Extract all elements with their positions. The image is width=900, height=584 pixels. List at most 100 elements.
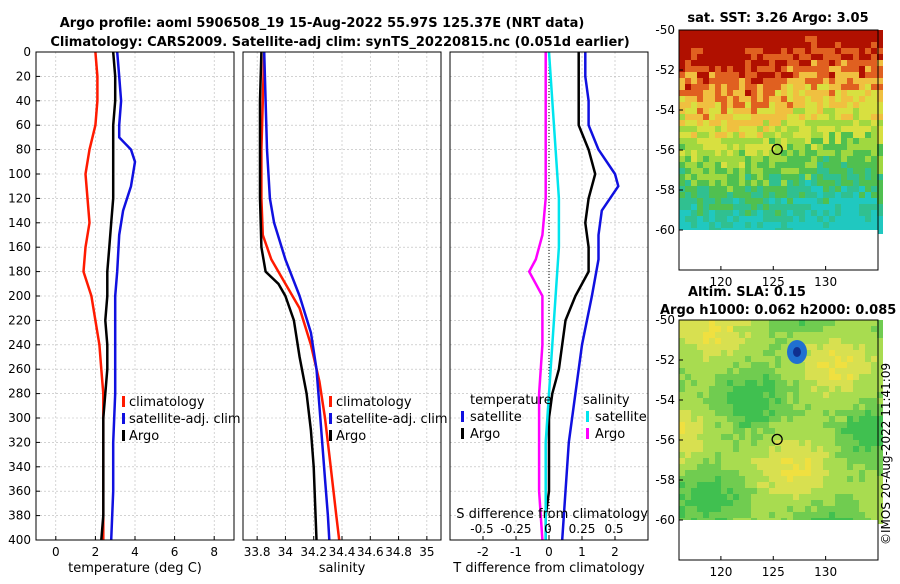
map-cell (709, 350, 715, 356)
map-cell (721, 494, 727, 500)
map-cell (793, 108, 799, 114)
map-cell (697, 356, 703, 362)
map-cell (685, 138, 691, 144)
map-cell (721, 440, 727, 446)
map-cell (847, 210, 853, 216)
map-cell (811, 210, 817, 216)
map-cell (745, 428, 751, 434)
map-cell (691, 356, 697, 362)
map-cell (799, 374, 805, 380)
series-temperature-argo (544, 52, 597, 540)
map-cell (817, 174, 823, 180)
map-cell (829, 42, 835, 48)
map-cell (751, 54, 757, 60)
map-cell (877, 386, 883, 392)
map-cell (703, 392, 709, 398)
map-cell (745, 144, 751, 150)
map-cell (763, 78, 769, 84)
map-cell (769, 344, 775, 350)
map-cell (769, 150, 775, 156)
map-cell (703, 416, 709, 422)
map-cell (691, 482, 697, 488)
map-cell (745, 482, 751, 488)
map-cell (697, 464, 703, 470)
map-cell (769, 198, 775, 204)
map-cell (697, 452, 703, 458)
map-cell (733, 482, 739, 488)
map-y-tick-label: -56 (655, 433, 675, 447)
map-cell (841, 416, 847, 422)
map-cell (697, 380, 703, 386)
map-cell (751, 452, 757, 458)
map-cell (769, 114, 775, 120)
map-cell (877, 398, 883, 404)
map-cell (751, 78, 757, 84)
map-cell (829, 446, 835, 452)
map-cell (763, 114, 769, 120)
map-cell (859, 476, 865, 482)
map-cell (871, 180, 877, 186)
map-cell (757, 470, 763, 476)
map-cell (685, 144, 691, 150)
map-cell (715, 338, 721, 344)
map-cell (775, 90, 781, 96)
map-cell (787, 404, 793, 410)
map-cell (697, 398, 703, 404)
map-cell (763, 30, 769, 36)
map-cell (853, 500, 859, 506)
map-cell (877, 410, 883, 416)
map-cell (685, 168, 691, 174)
map-cell (877, 518, 883, 524)
map-cell (703, 72, 709, 78)
map-cell (775, 332, 781, 338)
map-cell (679, 186, 685, 192)
map-cell (739, 162, 745, 168)
map-cell (853, 398, 859, 404)
map-cell (823, 452, 829, 458)
map-cell (835, 180, 841, 186)
map-cell (721, 174, 727, 180)
map-cell (679, 500, 685, 506)
map-cell (709, 156, 715, 162)
legend-swatch (122, 413, 125, 424)
map-cell (865, 180, 871, 186)
map-cell (691, 198, 697, 204)
map-cell (709, 30, 715, 36)
map-cell (685, 162, 691, 168)
map-cell (871, 90, 877, 96)
map-cell (679, 162, 685, 168)
map-cell (817, 72, 823, 78)
map-cell (859, 356, 865, 362)
legend-entry: satellite (470, 410, 522, 425)
map-cell (817, 90, 823, 96)
map-cell (757, 102, 763, 108)
map-cell (823, 84, 829, 90)
map-cell (817, 422, 823, 428)
map-cell (793, 114, 799, 120)
map-cell (769, 452, 775, 458)
map-cell (763, 494, 769, 500)
y-tick-label: 80 (16, 143, 31, 157)
map-cell (763, 198, 769, 204)
map-cell (811, 216, 817, 222)
map-cell (697, 198, 703, 204)
map-cell (841, 452, 847, 458)
y-tick-label: 100 (8, 167, 31, 181)
map-cell (823, 78, 829, 84)
map-cell (811, 368, 817, 374)
map-cell (763, 350, 769, 356)
map-cell (859, 344, 865, 350)
map-cell (793, 54, 799, 60)
map-cell (775, 72, 781, 78)
map-cell (775, 204, 781, 210)
map-cell (703, 42, 709, 48)
x-tick-label: 35 (419, 545, 434, 559)
map-cell (823, 398, 829, 404)
map-cell (811, 338, 817, 344)
map-cell (805, 30, 811, 36)
map-cell (679, 332, 685, 338)
map-cell (745, 156, 751, 162)
map-x-tick-label: 125 (762, 275, 785, 289)
map-cell (769, 368, 775, 374)
